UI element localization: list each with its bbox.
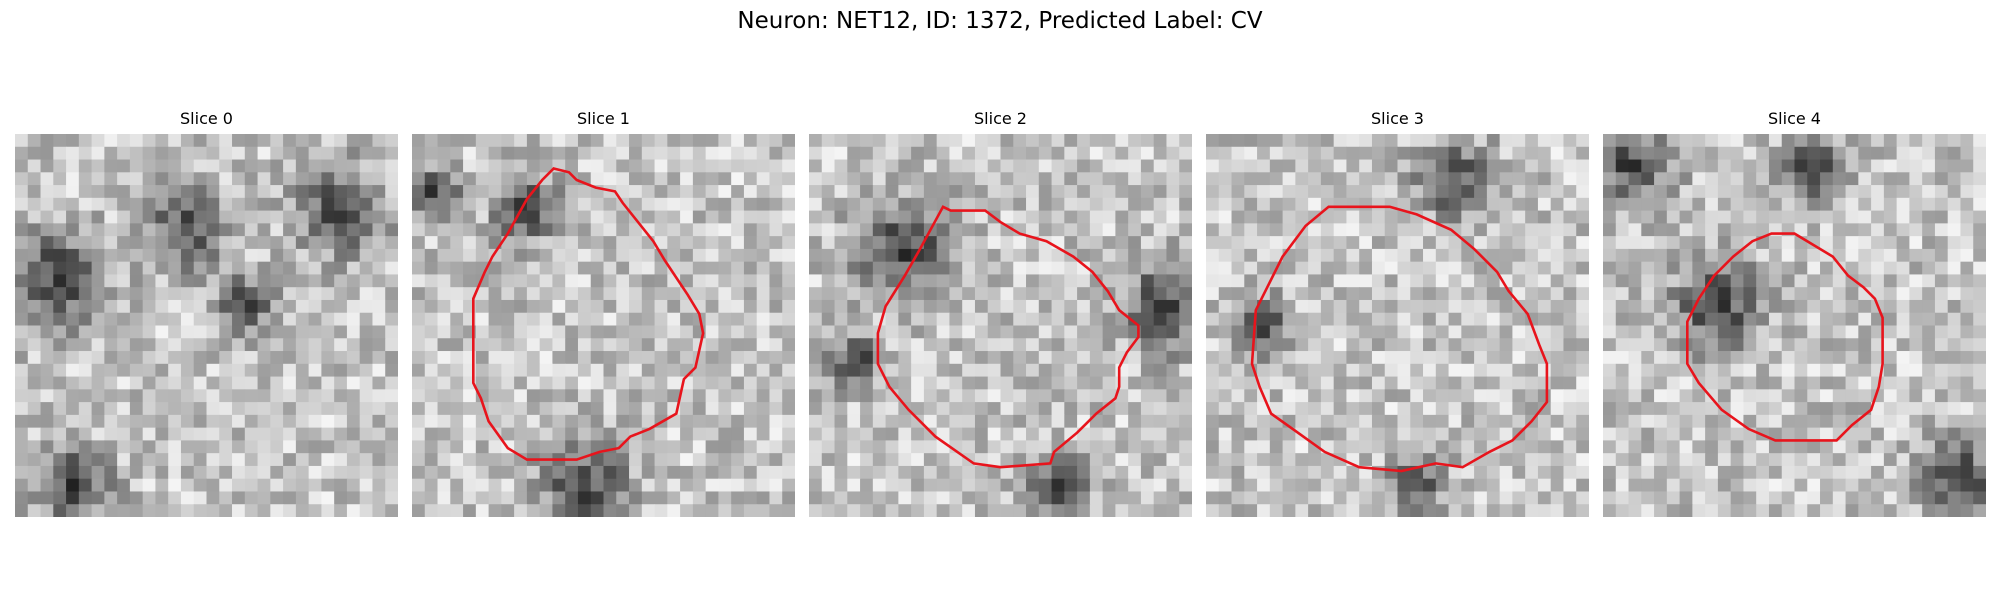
slice-panel-1: Slice 1 <box>412 108 795 517</box>
slice-title: Slice 2 <box>974 109 1027 128</box>
slice-title: Slice 3 <box>1371 109 1424 128</box>
slice-image <box>15 134 398 517</box>
segmentation-contour <box>876 205 1140 469</box>
slice-panel-4: Slice 4 <box>1603 108 1986 517</box>
slice-image <box>412 134 795 517</box>
slice-title: Slice 0 <box>180 109 233 128</box>
slice-title: Slice 4 <box>1768 109 1821 128</box>
slice-image <box>809 134 1192 517</box>
segmentation-contour <box>1250 205 1549 473</box>
slice-image <box>1206 134 1589 517</box>
slice-panel-0: Slice 0 <box>15 108 398 517</box>
slice-panel-2: Slice 2 <box>809 108 1192 517</box>
slice-panel-3: Slice 3 <box>1206 108 1589 517</box>
figure-title: Neuron: NET12, ID: 1372, Predicted Label… <box>737 8 1263 34</box>
slice-image <box>1603 134 1986 517</box>
slice-title: Slice 1 <box>577 109 630 128</box>
segmentation-contour <box>1686 232 1884 442</box>
segmentation-contour <box>471 167 705 461</box>
